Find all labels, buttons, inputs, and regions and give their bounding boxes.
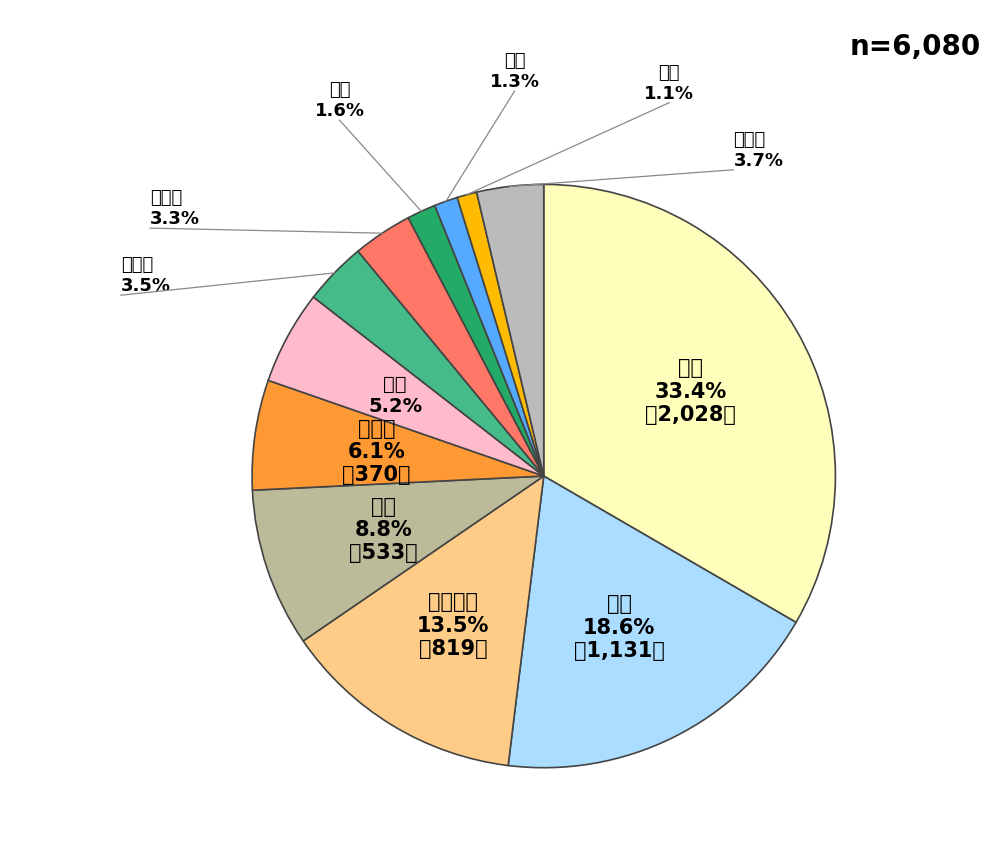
Wedge shape <box>508 476 796 768</box>
Text: ソバ
1.1%: ソバ 1.1% <box>644 64 694 103</box>
Wedge shape <box>252 380 544 490</box>
Wedge shape <box>435 197 544 476</box>
Wedge shape <box>268 297 544 476</box>
Text: 果実類
3.5%: 果実類 3.5% <box>121 257 171 295</box>
Text: 落花生
6.1%
（370）: 落花生 6.1% （370） <box>342 419 411 485</box>
Text: 牛乳
18.6%
（1,131）: 牛乳 18.6% （1,131） <box>574 594 664 660</box>
Text: 小麦
8.8%
（533）: 小麦 8.8% （533） <box>349 497 418 564</box>
Text: 木の実類
13.5%
（819）: 木の実類 13.5% （819） <box>417 592 489 659</box>
Wedge shape <box>303 476 544 766</box>
Wedge shape <box>358 218 544 476</box>
Wedge shape <box>408 206 544 476</box>
Text: 大豆
1.3%: 大豆 1.3% <box>490 52 540 91</box>
Text: n=6,080: n=6,080 <box>850 32 981 60</box>
Text: 甲殻類
3.3%: 甲殻類 3.3% <box>150 190 200 228</box>
Text: 鶏卵
33.4%
（2,028）: 鶏卵 33.4% （2,028） <box>645 359 736 425</box>
Text: その他
3.7%: その他 3.7% <box>733 131 783 170</box>
Wedge shape <box>457 192 544 476</box>
Text: 魚類
1.6%: 魚類 1.6% <box>315 82 365 120</box>
Wedge shape <box>313 252 544 476</box>
Wedge shape <box>544 184 835 622</box>
Text: 魚卵
5.2%: 魚卵 5.2% <box>368 375 422 416</box>
Wedge shape <box>252 476 544 641</box>
Wedge shape <box>477 184 544 476</box>
